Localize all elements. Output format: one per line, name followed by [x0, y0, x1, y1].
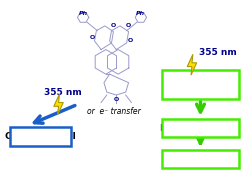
- Text: O: O: [111, 23, 116, 28]
- Text: Eᵀ=69 kcal/mol: Eᵀ=69 kcal/mol: [165, 87, 236, 96]
- Text: O: O: [114, 97, 119, 102]
- Text: or  e⁻ transfer: or e⁻ transfer: [87, 107, 141, 115]
- Text: O: O: [128, 38, 133, 43]
- Text: O: O: [90, 35, 95, 40]
- Text: O: O: [126, 23, 131, 28]
- Text: Cation radical: Cation radical: [165, 155, 236, 164]
- Text: Ph: Ph: [136, 11, 145, 16]
- FancyBboxPatch shape: [10, 127, 71, 146]
- FancyBboxPatch shape: [162, 70, 239, 99]
- FancyBboxPatch shape: [162, 119, 239, 137]
- Text: Ph: Ph: [79, 11, 88, 16]
- FancyBboxPatch shape: [162, 150, 239, 168]
- Text: Energy transfer: Energy transfer: [160, 124, 241, 133]
- Polygon shape: [54, 94, 63, 115]
- Text: Cation radical: Cation radical: [5, 132, 76, 141]
- Polygon shape: [187, 54, 197, 75]
- Text: 355 nm: 355 nm: [44, 88, 82, 97]
- Text: Benzophenone: Benzophenone: [165, 76, 235, 85]
- Text: 355 nm: 355 nm: [199, 48, 236, 57]
